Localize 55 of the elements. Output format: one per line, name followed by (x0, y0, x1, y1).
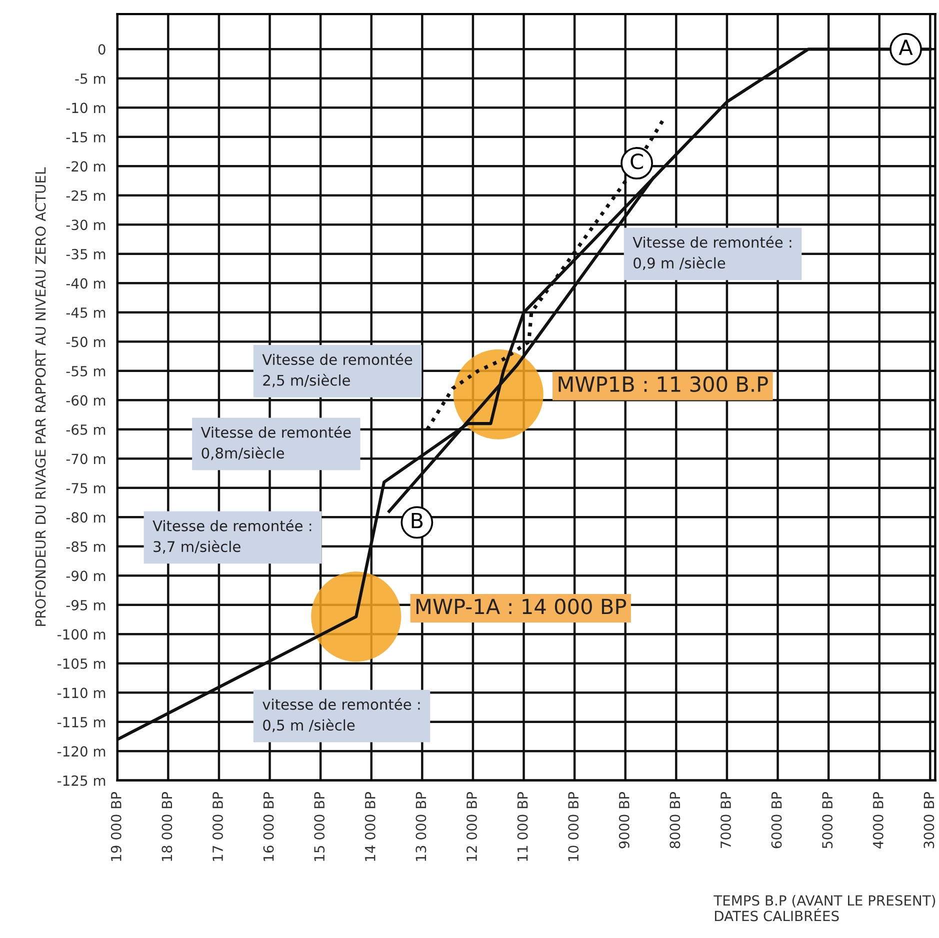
y-tick-label: -70 m (66, 454, 106, 464)
x-tick-label: 7000 BP (720, 792, 731, 848)
x-tick-label: 18 000 BP (162, 792, 172, 861)
y-tick-label: -5 m (75, 74, 106, 84)
annotation: vitesse de remontée : 0,5 m /siècle (262, 698, 420, 732)
y-tick-label: -30 m (66, 220, 106, 230)
x-axis-title: TEMPS B.P (AVANT LE PRESENT) DATES CALIBRÉES (714, 894, 936, 922)
y-tick-label: -45 m (66, 308, 106, 318)
annotation: MWP1B : 11 300 B.P (558, 376, 768, 392)
y-tick-label: -50 m (66, 336, 106, 348)
x-tick-label: 9000 BP (618, 792, 630, 848)
y-tick-label: -85 m (66, 541, 106, 552)
y-tick-label: -55 m (66, 366, 106, 376)
series-label: C (630, 154, 643, 170)
x-tick-label: 19 000 BP (110, 792, 122, 861)
y-tick-label: -120 m (57, 746, 106, 757)
x-tick-label: 15 000 BP (314, 792, 325, 861)
series-label: A (898, 40, 913, 55)
y-tick-label: -105 m (57, 658, 106, 669)
y-tick-label: -125 m (57, 775, 106, 786)
x-tick-label: 3000 BP (924, 792, 934, 848)
x-tick-label: 10 000 BP (568, 792, 579, 861)
y-tick-label: -115 m (57, 717, 106, 728)
y-tick-label: 0 (98, 44, 106, 55)
x-tick-label: 12 000 BP (466, 792, 477, 861)
annotation: Vitesse de remontée : 0,9 m /siècle (632, 236, 792, 270)
x-tick-label: 11 000 BP (517, 792, 528, 861)
y-tick-label: -75 m (66, 483, 106, 494)
x-tick-label: 17 000 BP (212, 792, 224, 861)
y-tick-label: -100 m (57, 629, 106, 640)
annotation: Vitesse de remontée 2,5 m/siècle (262, 353, 412, 388)
x-tick-label: 4000 BP (872, 792, 884, 849)
y-tick-label: -15 m (66, 132, 106, 142)
y-axis-title: PROFONDEUR DU RIVAGE PAR RAPPORT AU NIVEAU ZERO ACTUEL (35, 167, 46, 626)
y-tick-label: -40 m (66, 278, 106, 289)
annotation: Vitesse de remontée 0,8m/siècle (200, 426, 351, 460)
y-tick-label: -35 m (66, 248, 106, 260)
x-tick-label: 13 000 BP (416, 792, 426, 861)
y-tick-label: -10 m (66, 102, 106, 114)
x-tick-label: 8000 BP (670, 792, 680, 848)
y-tick-label: -90 m (66, 570, 106, 582)
x-tick-label: 5000 BP (822, 792, 833, 848)
annotation: Vitesse de remontée : 3,7 m/siècle (152, 519, 312, 554)
y-tick-label: -95 m (66, 600, 106, 610)
annotation: MWP-1A : 14 000 BP (416, 598, 626, 614)
y-tick-label: -80 m (66, 512, 106, 523)
y-tick-label: -20 m (66, 161, 106, 172)
y-tick-label: -25 m (66, 190, 106, 201)
y-tick-label: -110 m (57, 688, 106, 698)
y-tick-label: -65 m (66, 424, 106, 435)
series-label: B (412, 512, 423, 528)
y-tick-label: -60 m (66, 395, 106, 406)
x-tick-label: 6000 BP (771, 792, 782, 848)
x-tick-label: 14 000 BP (364, 792, 376, 861)
x-tick-label: 16 000 BP (263, 792, 274, 861)
